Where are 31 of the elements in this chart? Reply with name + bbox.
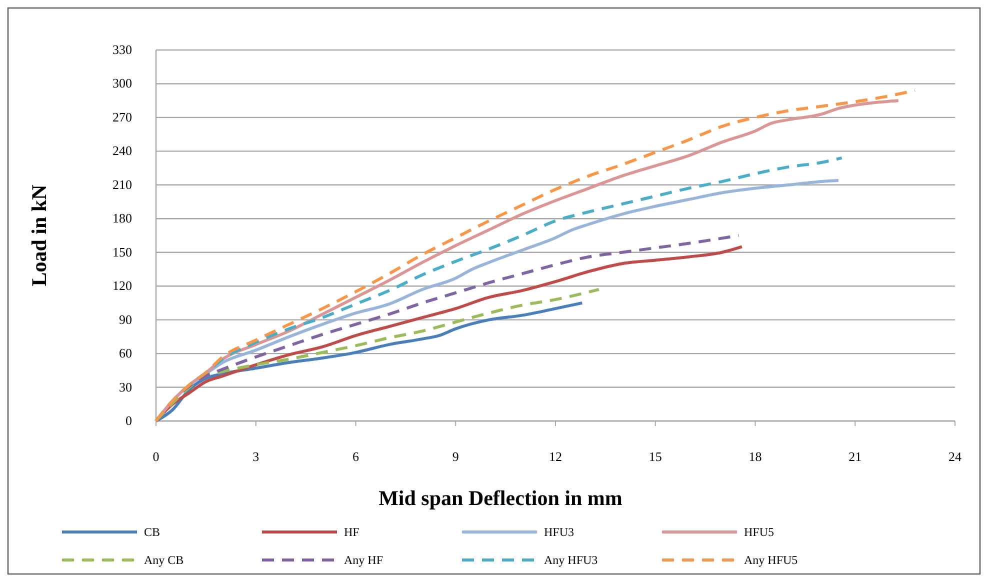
y-tick-label: 240 (112, 143, 132, 158)
legend-label: Any CB (144, 553, 184, 567)
y-tick-label: 30 (119, 379, 132, 394)
x-tick-label: 6 (352, 449, 360, 464)
y-axis-title: Load in kN (27, 184, 51, 286)
x-tick-label: 15 (648, 449, 662, 464)
legend-label: Any HFU3 (544, 553, 598, 567)
x-tick-label: 3 (252, 449, 260, 464)
x-tick-label: 0 (152, 449, 160, 464)
y-tick-label: 180 (112, 210, 132, 226)
x-axis-title: Mid span Deflection in mm (378, 486, 623, 510)
legend-label: Any HF (344, 553, 384, 567)
x-tick-label: 18 (748, 449, 762, 464)
x-tick-label: 12 (549, 449, 562, 464)
y-tick-label: 330 (112, 42, 132, 57)
legend-label: HFU3 (544, 525, 574, 539)
x-tick-label: 21 (848, 449, 862, 464)
y-tick-label: 270 (112, 109, 132, 124)
y-tick-label: 120 (112, 278, 132, 294)
legend-label: CB (144, 525, 160, 539)
y-tick-label: 300 (112, 76, 132, 91)
y-tick-label: 90 (119, 312, 132, 327)
legend-label: HFU5 (744, 525, 774, 539)
legend-label: HF (344, 525, 360, 539)
y-tick-label: 60 (119, 346, 132, 361)
x-tick-label: 24 (948, 449, 962, 464)
legend-label: Any HFU5 (744, 553, 798, 567)
y-tick-label: 150 (112, 244, 132, 260)
y-tick-label: 0 (126, 413, 132, 428)
x-tick-label: 9 (452, 449, 459, 464)
y-tick-label: 210 (112, 176, 132, 192)
